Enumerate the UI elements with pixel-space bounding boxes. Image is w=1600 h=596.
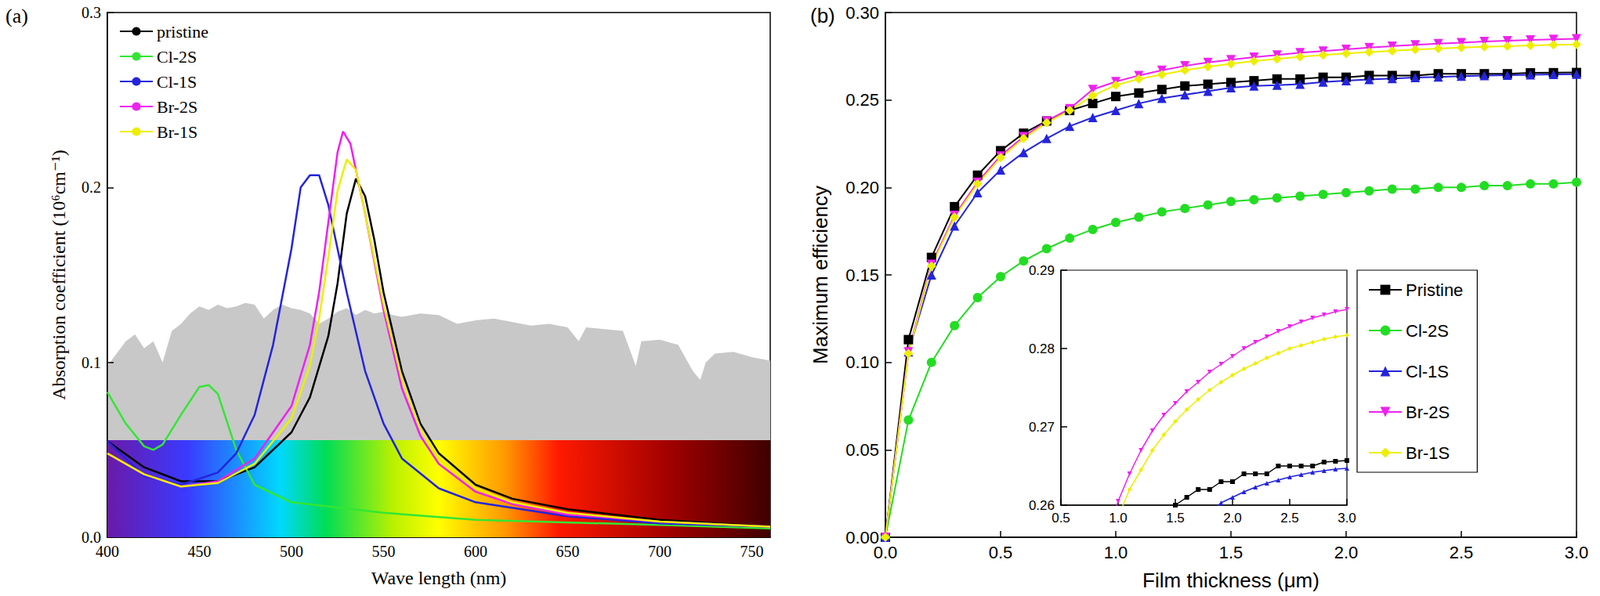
- svg-text:Cl-2S: Cl-2S: [1405, 321, 1449, 341]
- svg-text:Maximum efficiency: Maximum efficiency: [808, 185, 833, 365]
- svg-text:0.27: 0.27: [1028, 419, 1055, 435]
- svg-text:500: 500: [279, 542, 304, 561]
- svg-text:2.0: 2.0: [1223, 510, 1242, 526]
- svg-text:(b): (b): [810, 3, 836, 28]
- svg-text:0.29: 0.29: [1028, 263, 1055, 279]
- svg-text:3.0: 3.0: [1337, 510, 1357, 526]
- svg-text:0.5: 0.5: [1051, 510, 1071, 526]
- svg-text:550: 550: [372, 542, 396, 561]
- svg-text:Br-2S: Br-2S: [1405, 402, 1450, 423]
- svg-text:650: 650: [556, 542, 580, 561]
- svg-text:450: 450: [188, 542, 212, 561]
- svg-text:700: 700: [647, 542, 672, 561]
- svg-text:1.0: 1.0: [1104, 542, 1129, 563]
- svg-text:Br-1S: Br-1S: [1405, 443, 1450, 464]
- svg-text:600: 600: [463, 542, 488, 561]
- svg-text:(a): (a): [5, 4, 29, 28]
- svg-text:0.28: 0.28: [1028, 341, 1055, 357]
- svg-text:Br-2S: Br-2S: [156, 97, 198, 117]
- svg-text:0.10: 0.10: [845, 352, 880, 373]
- svg-text:0.0: 0.0: [873, 542, 898, 563]
- svg-text:2.5: 2.5: [1280, 510, 1300, 526]
- svg-text:0.5: 0.5: [988, 542, 1014, 563]
- svg-text:0.15: 0.15: [845, 265, 880, 286]
- svg-text:0.3: 0.3: [81, 3, 102, 22]
- svg-text:750: 750: [740, 542, 764, 561]
- svg-text:1.5: 1.5: [1165, 510, 1185, 526]
- svg-text:0.20: 0.20: [845, 177, 880, 198]
- svg-text:0.0: 0.0: [81, 528, 102, 547]
- svg-text:Br-1S: Br-1S: [156, 122, 198, 142]
- svg-text:0.1: 0.1: [81, 354, 102, 372]
- svg-text:Film thickness (μm): Film thickness (μm): [1142, 568, 1320, 593]
- svg-text:3.0: 3.0: [1564, 542, 1590, 563]
- svg-text:0.26: 0.26: [1028, 498, 1055, 514]
- svg-text:0.2: 0.2: [81, 178, 102, 196]
- svg-text:Cl-1S: Cl-1S: [156, 72, 197, 92]
- svg-text:pristine: pristine: [156, 21, 209, 42]
- svg-text:2.0: 2.0: [1334, 542, 1359, 563]
- svg-text:2.5: 2.5: [1449, 542, 1474, 563]
- svg-text:0.30: 0.30: [845, 3, 880, 23]
- svg-text:400: 400: [95, 542, 120, 561]
- svg-text:Cl-2S: Cl-2S: [156, 47, 197, 67]
- svg-text:Absorption coefficient (10⁶cm⁻: Absorption coefficient (10⁶cm⁻¹): [48, 149, 69, 401]
- svg-text:Wave length (nm): Wave length (nm): [371, 568, 507, 589]
- svg-text:0.25: 0.25: [845, 90, 880, 110]
- svg-text:0.05: 0.05: [845, 440, 880, 460]
- svg-text:Pristine: Pristine: [1405, 280, 1463, 301]
- svg-text:Cl-1S: Cl-1S: [1405, 361, 1449, 382]
- svg-text:1.0: 1.0: [1108, 510, 1128, 526]
- svg-text:0.00: 0.00: [845, 527, 880, 548]
- svg-text:1.5: 1.5: [1219, 542, 1244, 563]
